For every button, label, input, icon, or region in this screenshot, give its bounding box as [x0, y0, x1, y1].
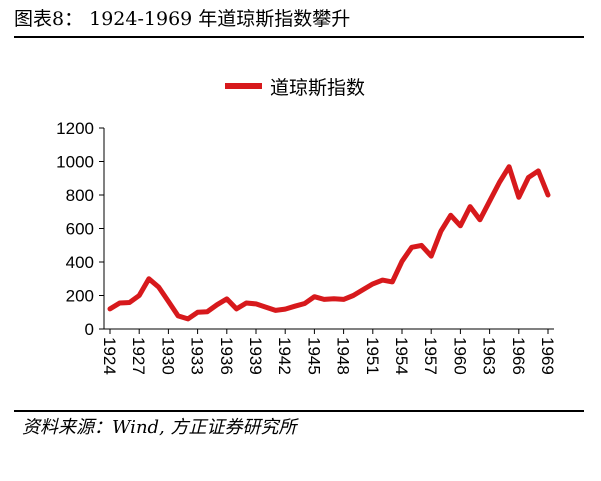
axes: 0 200 400 600 800 1000 1200 1924 1927 1930 1933 193… [56, 119, 557, 375]
x-tick-label: 1957 [421, 337, 440, 375]
y-tick-label: 1200 [56, 119, 94, 138]
y-tick-label: 0 [85, 320, 94, 339]
x-tick-label: 1963 [480, 337, 499, 375]
x-tick-label: 1927 [129, 337, 148, 375]
x-tick-label: 1951 [363, 337, 382, 375]
x-tick-label: 1942 [275, 337, 294, 375]
x-tick-label: 1930 [158, 337, 177, 375]
x-tick-label: 1933 [188, 337, 207, 375]
x-tick-label: 1945 [304, 337, 323, 375]
series-line [107, 164, 551, 322]
x-tick-label: 1960 [450, 337, 469, 375]
legend: 道琼斯指数 [225, 77, 365, 99]
x-tick-label: 1939 [246, 337, 265, 375]
x-tick-label: 1954 [392, 337, 411, 375]
series-layer [107, 164, 551, 322]
x-tick-label: 1924 [100, 337, 119, 375]
y-tick-label: 600 [66, 220, 94, 239]
x-tick-label: 1948 [334, 337, 353, 375]
y-tick-label: 200 [66, 287, 94, 306]
y-tick-label: 1000 [56, 153, 94, 172]
x-tick-label: 1966 [509, 337, 528, 375]
figure-title: 图表8： 1924-1969 年道琼斯指数攀升 [14, 8, 351, 30]
x-tick-label: 1969 [538, 337, 557, 375]
source-note: 资料来源：Wind, 方正证券研究所 [22, 417, 297, 438]
y-tick-label: 400 [66, 253, 94, 272]
y-tick-label: 800 [66, 186, 94, 205]
x-tick-label: 1936 [217, 337, 236, 375]
title-rule [14, 36, 584, 38]
legend-label: 道琼斯指数 [270, 77, 365, 99]
source-rule [14, 410, 584, 412]
